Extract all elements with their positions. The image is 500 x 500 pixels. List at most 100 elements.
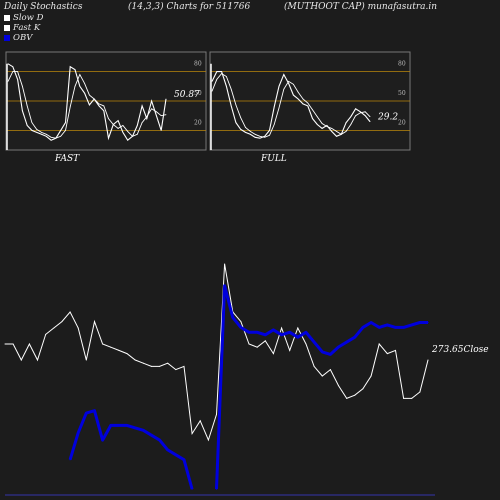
close-point-4: [37, 359, 39, 361]
point-0-22: [316, 124, 318, 125]
close-point-0: [4, 343, 6, 345]
close-point-3: [28, 343, 30, 345]
close-point-35: [289, 349, 291, 351]
close-point-17: [142, 362, 144, 364]
close-point-45: [370, 375, 372, 377]
point-0-14: [278, 85, 280, 87]
point-0-24: [122, 131, 124, 133]
point-0-6: [36, 131, 38, 133]
point-0-9: [50, 139, 52, 141]
close-point-29: [240, 321, 242, 323]
close-point-52: [427, 359, 429, 361]
level-label-20: 20: [194, 119, 202, 126]
price-obv-panel: 273.65Close: [4, 263, 489, 496]
chart-params: (14,3,3) Charts for 511766: [128, 2, 251, 12]
close-point-48: [394, 349, 396, 351]
point-1-22: [316, 116, 318, 118]
legend-swatch-obv: [4, 35, 10, 41]
point-1-9: [254, 133, 256, 135]
close-point-46: [378, 343, 380, 345]
point-1-17: [88, 94, 90, 96]
point-1-6: [240, 117, 242, 119]
point-0-4: [26, 125, 28, 126]
close-point-24: [199, 420, 201, 422]
legend-fast-k: Fast K: [4, 23, 40, 33]
point-1-23: [321, 123, 323, 124]
point-1-32: [160, 115, 162, 117]
company-name: (MUTHOOT CAP) munafasutra.in: [284, 2, 438, 12]
point-0-17: [292, 94, 294, 96]
point-0-2: [221, 71, 222, 72]
level-label-80: 80: [194, 61, 202, 68]
point-1-31: [156, 111, 157, 113]
point-1-4: [230, 88, 232, 90]
panel-label: FULL: [260, 154, 287, 164]
point-0-12: [269, 130, 270, 131]
point-0-0: [7, 63, 9, 65]
close-point-31: [256, 346, 258, 348]
point-0-18: [297, 98, 299, 100]
point-1-16: [288, 81, 290, 82]
close-point-36: [297, 327, 299, 329]
point-1-21: [312, 109, 313, 111]
point-1-7: [41, 131, 42, 133]
point-0-11: [264, 135, 266, 137]
point-0-8: [249, 133, 251, 135]
point-1-8: [45, 133, 47, 135]
point-0-23: [117, 120, 119, 121]
close-point-41: [338, 385, 340, 387]
close-point-8: [69, 311, 71, 313]
point-0-3: [225, 85, 227, 87]
panel-label: FAST: [54, 154, 80, 164]
point-0-16: [288, 82, 290, 84]
full-panel: 20 50 80 29.2 FULL: [209, 51, 411, 164]
legend-label-slow-d: Slow D: [13, 13, 44, 23]
close-point-20: [167, 362, 169, 364]
close-point-37: [305, 343, 307, 345]
point-1-11: [264, 136, 266, 138]
last-value-label: 50.87: [174, 90, 200, 100]
point-0-7: [41, 133, 42, 135]
legend-swatch-slow-d: [4, 15, 10, 21]
point-1-18: [297, 91, 299, 93]
point-1-29: [350, 124, 352, 125]
point-1-25: [127, 130, 129, 132]
point-0-9: [254, 136, 256, 138]
point-0-10: [259, 137, 261, 139]
close-point-44: [362, 388, 364, 390]
point-0-4: [230, 105, 232, 107]
point-0-28: [141, 105, 143, 107]
point-1-27: [340, 133, 342, 135]
point-1-16: [84, 82, 86, 84]
point-1-17: [292, 83, 294, 85]
point-1-32: [364, 111, 366, 113]
point-0-11: [60, 130, 62, 131]
point-0-0: [211, 81, 213, 82]
point-1-5: [235, 104, 237, 106]
point-0-13: [69, 66, 71, 68]
series-obv-segment-0: [68, 409, 194, 490]
close-point-39: [321, 375, 323, 377]
point-0-30: [151, 100, 153, 102]
point-1-13: [69, 106, 71, 108]
point-0-3: [21, 110, 23, 112]
close-point-33: [272, 353, 274, 355]
point-1-26: [336, 130, 337, 132]
point-0-1: [216, 71, 218, 72]
chart-title: Daily Stochastics: [4, 2, 83, 12]
close-point-12: [102, 343, 104, 345]
point-1-10: [259, 135, 261, 137]
series-fast-k: [211, 71, 371, 139]
point-1-24: [122, 125, 124, 126]
point-1-9: [50, 136, 52, 138]
close-point-2: [20, 359, 22, 361]
close-point-1: [12, 343, 14, 345]
level-label-50: 50: [194, 90, 202, 97]
point-1-15: [79, 74, 81, 75]
point-0-29: [146, 118, 148, 120]
close-point-47: [386, 353, 388, 355]
close-point-10: [85, 359, 87, 361]
close-point-50: [411, 397, 413, 399]
point-1-7: [245, 127, 246, 128]
point-1-0: [7, 81, 9, 82]
